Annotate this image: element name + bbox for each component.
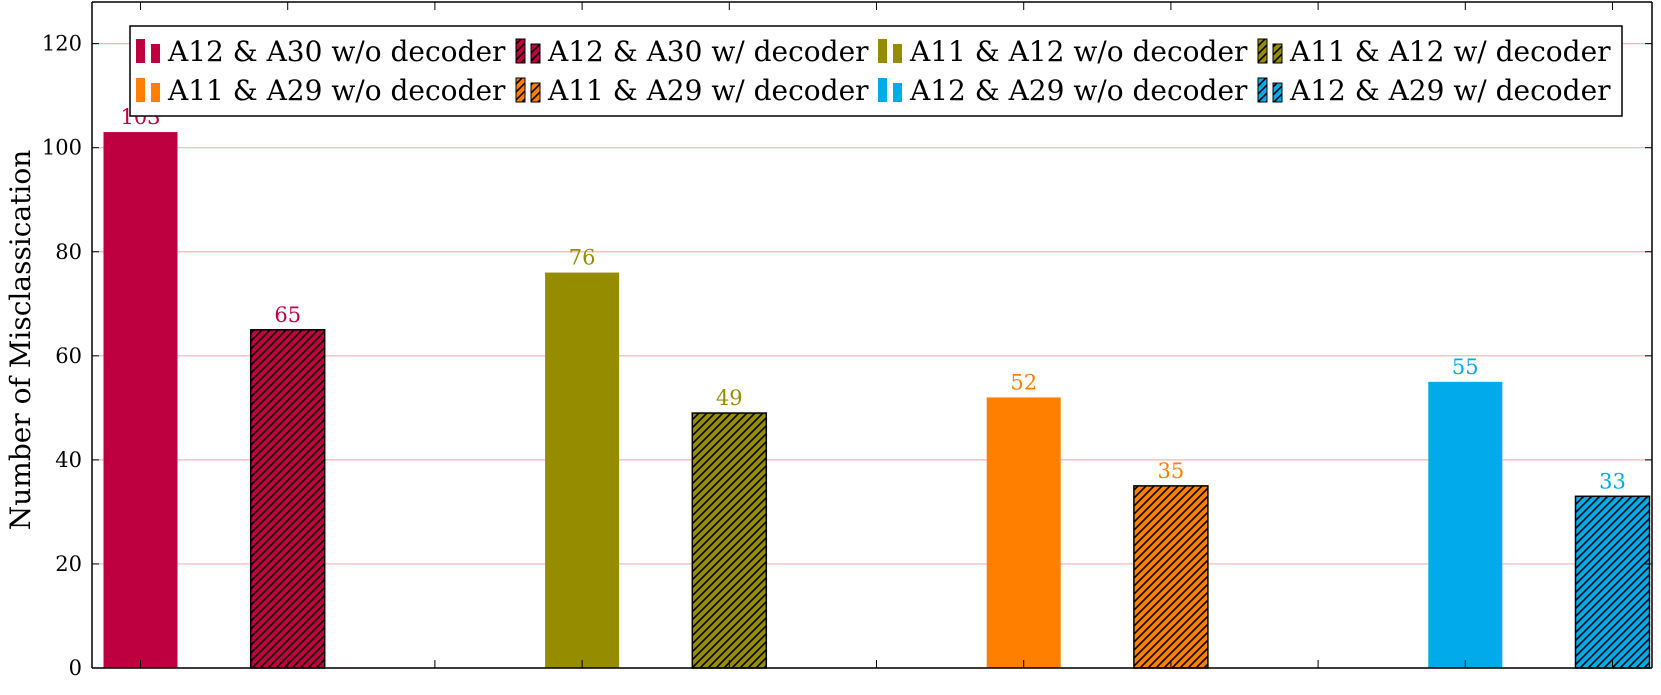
legend-label: A12 & A30 w/o decoder (167, 35, 506, 68)
legend-item: A12 & A30 w/o decoder (136, 35, 506, 68)
legend-item: A11 & A29 w/o decoder (136, 74, 506, 107)
legend-item: A12 & A29 w/ decoder (1257, 74, 1611, 107)
bar (691, 412, 768, 669)
legend-label: A11 & A29 w/o decoder (167, 74, 506, 107)
bar (1428, 381, 1503, 668)
legend-swatch (515, 77, 526, 103)
legend-swatch (1257, 77, 1268, 103)
grid-lines (92, 43, 1652, 669)
data-label: 33 (1599, 469, 1626, 493)
legend-swatch (893, 44, 902, 63)
bar (249, 329, 326, 669)
legend: A12 & A30 w/o decoder A12 & A30 w/ decode… (129, 25, 1623, 117)
legend-label: A11 & A12 w/ decoder (1289, 35, 1611, 68)
y-tick-label: 0 (69, 656, 82, 680)
y-tick-label: 40 (55, 448, 82, 472)
legend-swatch (136, 39, 145, 63)
bars (103, 132, 1651, 669)
data-label: 35 (1158, 459, 1185, 483)
legend-swatch (1257, 38, 1268, 64)
bar (1574, 495, 1651, 669)
data-label: 65 (274, 303, 301, 327)
legend-item: A11 & A29 w/ decoder (515, 74, 869, 107)
y-tick-label: 100 (42, 136, 82, 160)
legend-swatch (530, 82, 541, 103)
legend-swatch (151, 83, 160, 102)
legend-swatch (1272, 82, 1283, 103)
legend-swatch (878, 78, 887, 102)
y-tick-label: 80 (55, 240, 82, 264)
legend-item: A12 & A29 w/o decoder (878, 74, 1248, 107)
legend-box (129, 25, 1623, 117)
bar (986, 397, 1061, 668)
bar (545, 272, 620, 668)
y-tick-label: 120 (42, 32, 82, 56)
data-label: 52 (1010, 370, 1037, 394)
y-tick-label: 60 (55, 344, 82, 368)
y-tick-label: 20 (55, 552, 82, 576)
legend-item: A12 & A30 w/ decoder (515, 35, 869, 68)
data-label: 49 (716, 386, 743, 410)
legend-swatch (530, 43, 541, 64)
legend-label: A12 & A29 w/o decoder (909, 74, 1248, 107)
legend-swatch (151, 44, 160, 63)
data-label: 76 (569, 246, 596, 270)
legend-label: A11 & A12 w/o decoder (909, 35, 1248, 68)
legend-label: A11 & A29 w/ decoder (547, 74, 869, 107)
legend-swatch (515, 38, 526, 64)
legend-item: A11 & A12 w/ decoder (1257, 35, 1611, 68)
legend-swatch (136, 78, 145, 102)
legend-swatch (1272, 43, 1283, 64)
data-label: 55 (1452, 355, 1479, 379)
legend-swatch (893, 83, 902, 102)
legend-item: A11 & A12 w/o decoder (878, 35, 1248, 68)
axes: 0 20 40 60 80 100 120 (42, 1, 1653, 680)
bar (103, 132, 178, 668)
y-axis-title: Number of Misclassication (4, 150, 37, 530)
bar (1133, 485, 1209, 669)
legend-label: A12 & A30 w/ decoder (547, 35, 869, 68)
legend-swatch (878, 39, 887, 63)
legend-label: A12 & A29 w/ decoder (1289, 74, 1611, 107)
